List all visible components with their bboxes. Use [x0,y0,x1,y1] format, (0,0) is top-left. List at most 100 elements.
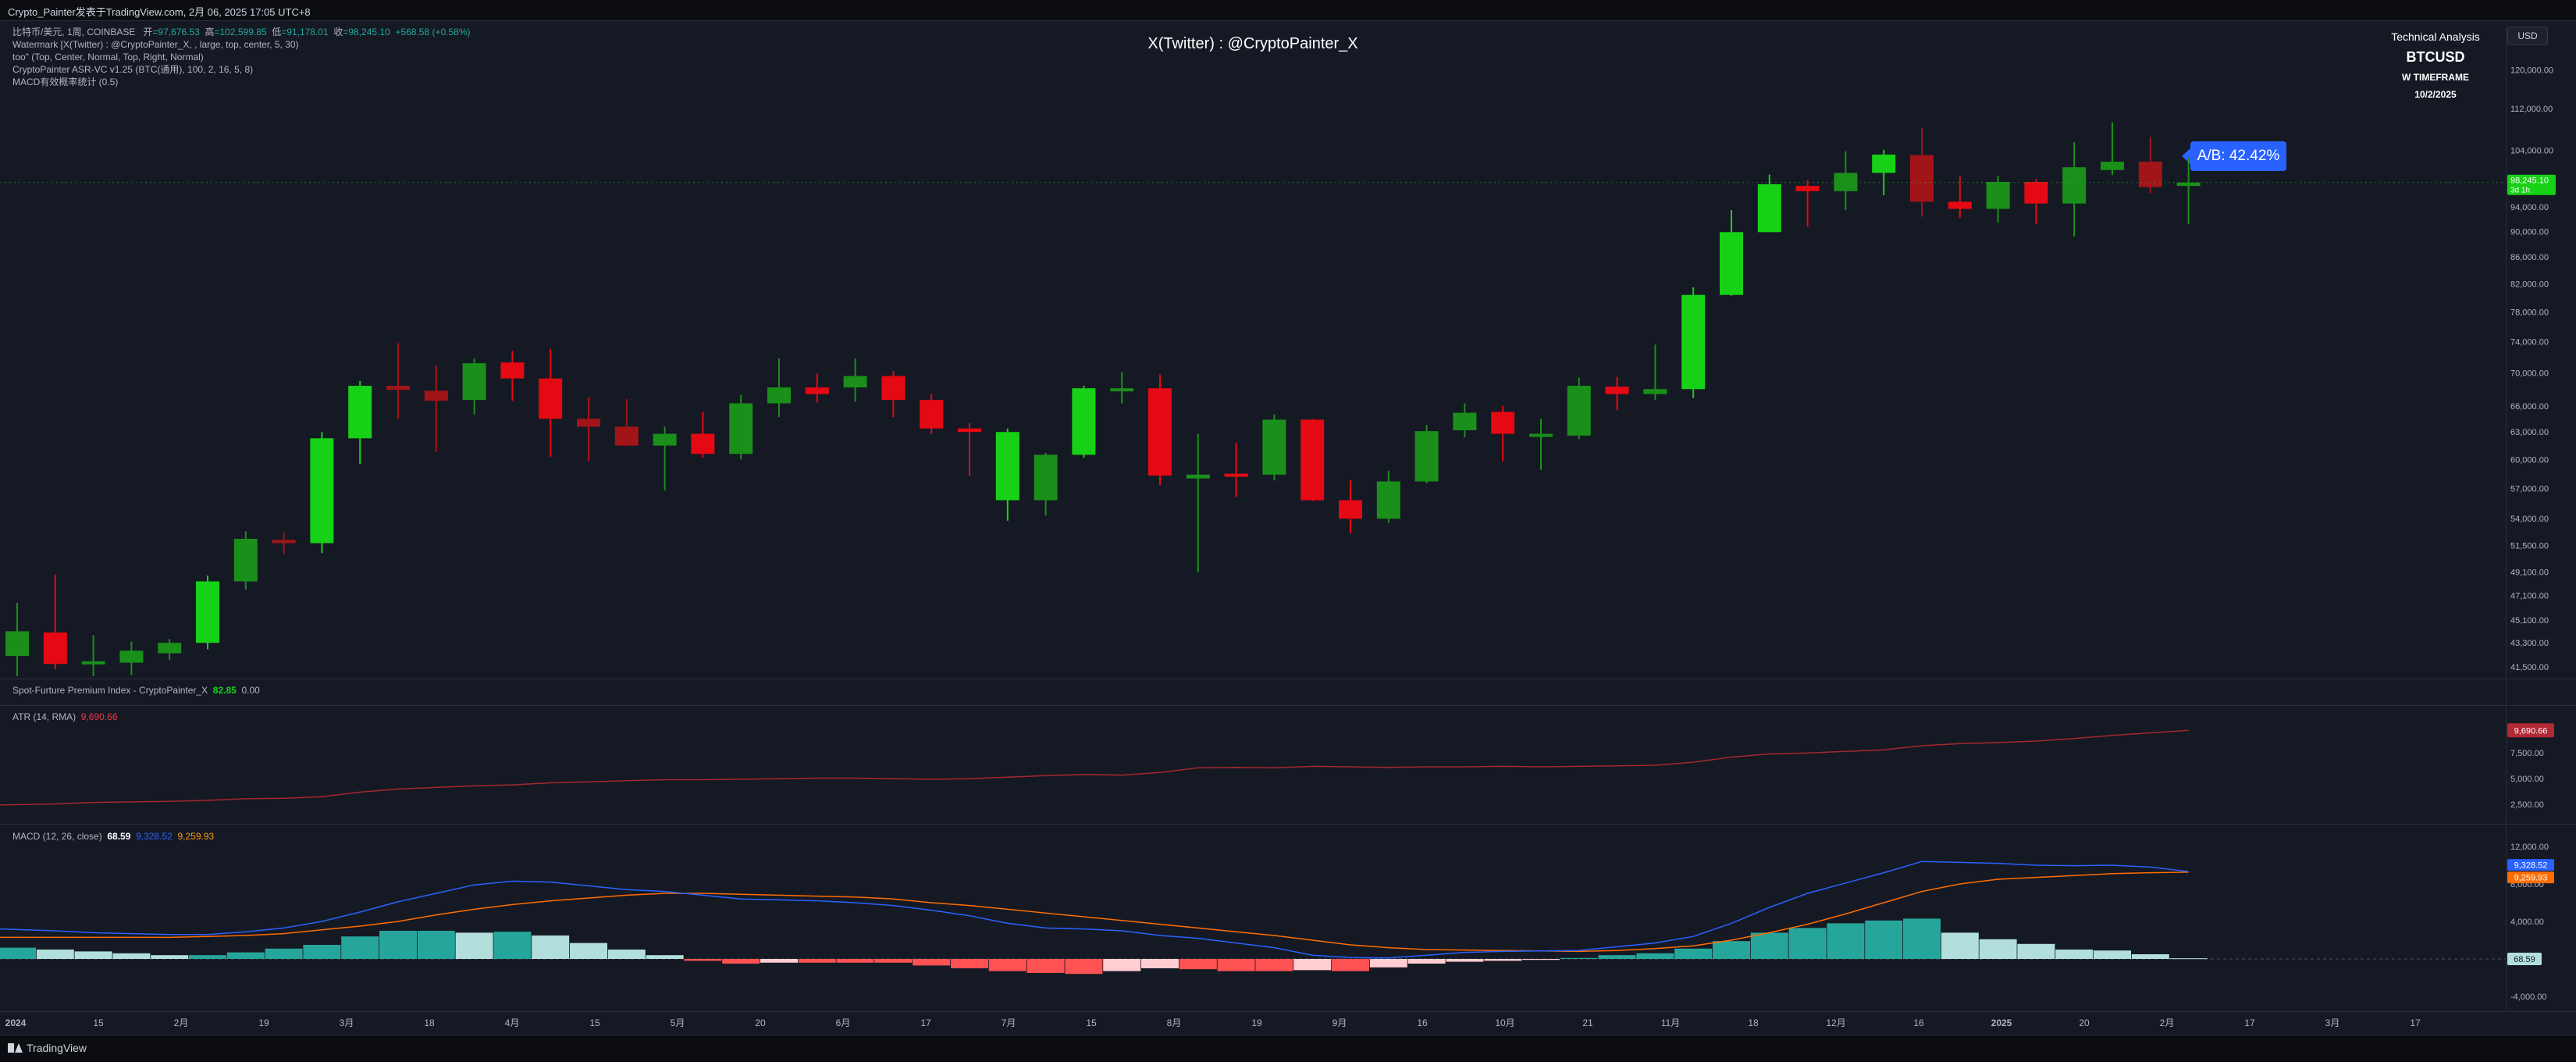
sfpi-name: Spot-Furture Premium Index - CryptoPaint… [12,685,208,696]
macd-tick-label: 8,000.00 [2510,880,2544,889]
close-label: 收 [333,27,343,37]
price-tick-label: 82,000.00 [2510,280,2549,289]
time-tick-label: 9月 [1332,1017,1347,1028]
macd-hist-tag: 68.59 [2514,955,2535,964]
macd-hist-bar [1065,959,1103,975]
time-tick-label: 16 [1417,1017,1428,1028]
macd-hist-bar [2169,958,2208,960]
pane-divider-3[interactable] [0,824,2576,825]
time-tick-label: 11月 [1661,1017,1680,1028]
price-tick-label: 112,000.00 [2510,105,2553,114]
macd-hist-bar [1636,953,1674,959]
macd-hist-bar [226,952,265,959]
price-tick-label: 41,500.00 [2510,663,2549,672]
ta-date: 10/2/2025 [2414,89,2457,100]
macd-signal-tag: 9,259.93 [2514,874,2548,883]
price-tick-label: 63,000.00 [2510,428,2549,437]
macd-axis: 12,000.00 8,000.00 4,000.00 -4,000.00 9,328.… [2507,843,2554,1002]
macd-hist-bar [189,955,226,959]
change-value: +568.58 (+0.58%) [395,27,471,37]
macd-hist-bar [1903,918,1941,959]
open-label: 开 [143,27,153,37]
price-tick-label: 104,000.00 [2510,146,2553,155]
indicator-legend-1[interactable]: Watermark [X(Twitter) : @CryptoPainter_X… [12,39,299,50]
macd-hist-bar [0,947,36,959]
last-price-countdown: 3d 1h [2510,187,2530,195]
price-tick-label: 47,100.00 [2510,592,2549,601]
macd-hist-bar [265,948,303,959]
sfpi-value: 82.85 [212,685,237,696]
macd-hist-bar [607,950,646,959]
macd-hist-bar [2055,950,2094,959]
price-tick-label: 94,000.00 [2510,203,2549,212]
macd-signal-tag-bg [2507,871,2554,884]
macd-hist-bar [532,935,570,959]
macd-hist-bar [36,950,74,959]
atr-axis: 7,500.00 5,000.00 2,500.00 9,690.66 [2507,723,2554,810]
indicator-legend-2[interactable]: too" (Top, Center, Normal, Top, Right, N… [12,52,204,62]
open-value: =97,676.53 [152,27,200,37]
ab-ratio-label[interactable]: A/B: 42.42% [2182,141,2286,171]
macd-hist-bar [684,959,722,961]
time-tick-label: 4月 [505,1017,520,1028]
macd-hist-bar [493,932,532,959]
atr-tick-label: 7,500.00 [2510,749,2544,758]
time-tick-label: 2025 [1991,1017,2012,1028]
macd-hist-bar [836,959,874,963]
macd-hist-bar [341,936,379,959]
macd-hist-bar [1026,959,1065,973]
currency-button[interactable]: USD [2507,27,2548,45]
macd-hist-bar [2094,950,2131,959]
macd-hist-bar [379,931,417,959]
macd-hist-bar [951,959,988,968]
time-tick-label: 20 [755,1017,766,1028]
tradingview-logo[interactable]: TradingView [8,1042,87,1054]
macd-hist-value: 68.59 [107,831,131,842]
macd-hist-bar [1941,932,1979,959]
macd-hist-bar [1293,959,1332,971]
high-label: 高 [205,27,215,37]
macd-hist-bar [1522,959,1560,960]
time-tick-label: 15 [589,1017,600,1028]
sfpi-legend[interactable]: Spot-Furture Premium Index - CryptoPaint… [12,684,260,697]
time-tick-label: 21 [1582,1017,1593,1028]
technical-analysis-panel: Technical Analysis BTCUSD W TIMEFRAME 10… [2381,28,2490,103]
macd-tick-label: 4,000.00 [2510,918,2544,927]
publish-title: Crypto_Painter发表于TradingView.com, 2月 06,… [8,6,311,18]
tradingview-icon [8,1043,23,1053]
atr-tick-label: 2,500.00 [2510,800,2544,810]
ta-symbol: BTCUSD [2406,49,2465,65]
macd-hist-tag-bg [2507,953,2542,965]
time-tick-label: 3月 [2325,1017,2340,1028]
macd-hist-bar [1598,955,1636,959]
pane-divider-2[interactable] [0,705,2576,706]
atr-name: ATR (14, RMA) [12,711,76,722]
price-tick-label: 45,100.00 [2510,616,2549,625]
time-tick-label: 19 [258,1017,269,1028]
time-tick-label: 12月 [1826,1017,1845,1028]
price-pane[interactable]: 比特币/美元, 1周, COINBASE 开=97,676.53 高=102,5… [0,21,2506,679]
macd-signal-value: 9,259.93 [177,831,215,842]
price-tick-label: 51,500.00 [2510,541,2549,551]
main-legend: 比特币/美元, 1周, COINBASE 开=97,676.53 高=102,5… [12,26,471,88]
macd-series [0,861,2506,975]
price-tick-label: 70,000.00 [2510,369,2549,378]
time-tick-label: 10月 [1495,1017,1514,1028]
time-tick-label: 5月 [671,1017,685,1028]
macd-hist-bar [722,959,760,964]
atr-series [0,729,2189,806]
main-legend-ohlc: 比特币/美元, 1周, COINBASE 开=97,676.53 高=102,5… [12,26,471,38]
atr-legend[interactable]: ATR (14, RMA) 9,690.66 [12,711,118,723]
macd-hist-bar [570,943,607,959]
macd-name: MACD (12, 26, close) [12,831,102,842]
price-tick-label: 49,100.00 [2510,568,2549,578]
time-tick-label: 18 [424,1017,435,1028]
macd-hist-bar [1827,923,1865,959]
indicator-legend-4[interactable]: MACD有效概率统计 (0.5) [12,77,119,87]
macd-legend[interactable]: MACD (12, 26, close) 68.59 9,328.52 9,25… [12,830,214,843]
time-tick-label: 17 [920,1017,931,1028]
time-tick-label: 17 [2410,1017,2421,1028]
macd-hist-bar [151,955,189,959]
indicator-legend-3[interactable]: CryptoPainter ASR-VC v1.25 (BTC(通用), 100… [12,64,254,75]
time-tick-label: 15 [93,1017,104,1028]
